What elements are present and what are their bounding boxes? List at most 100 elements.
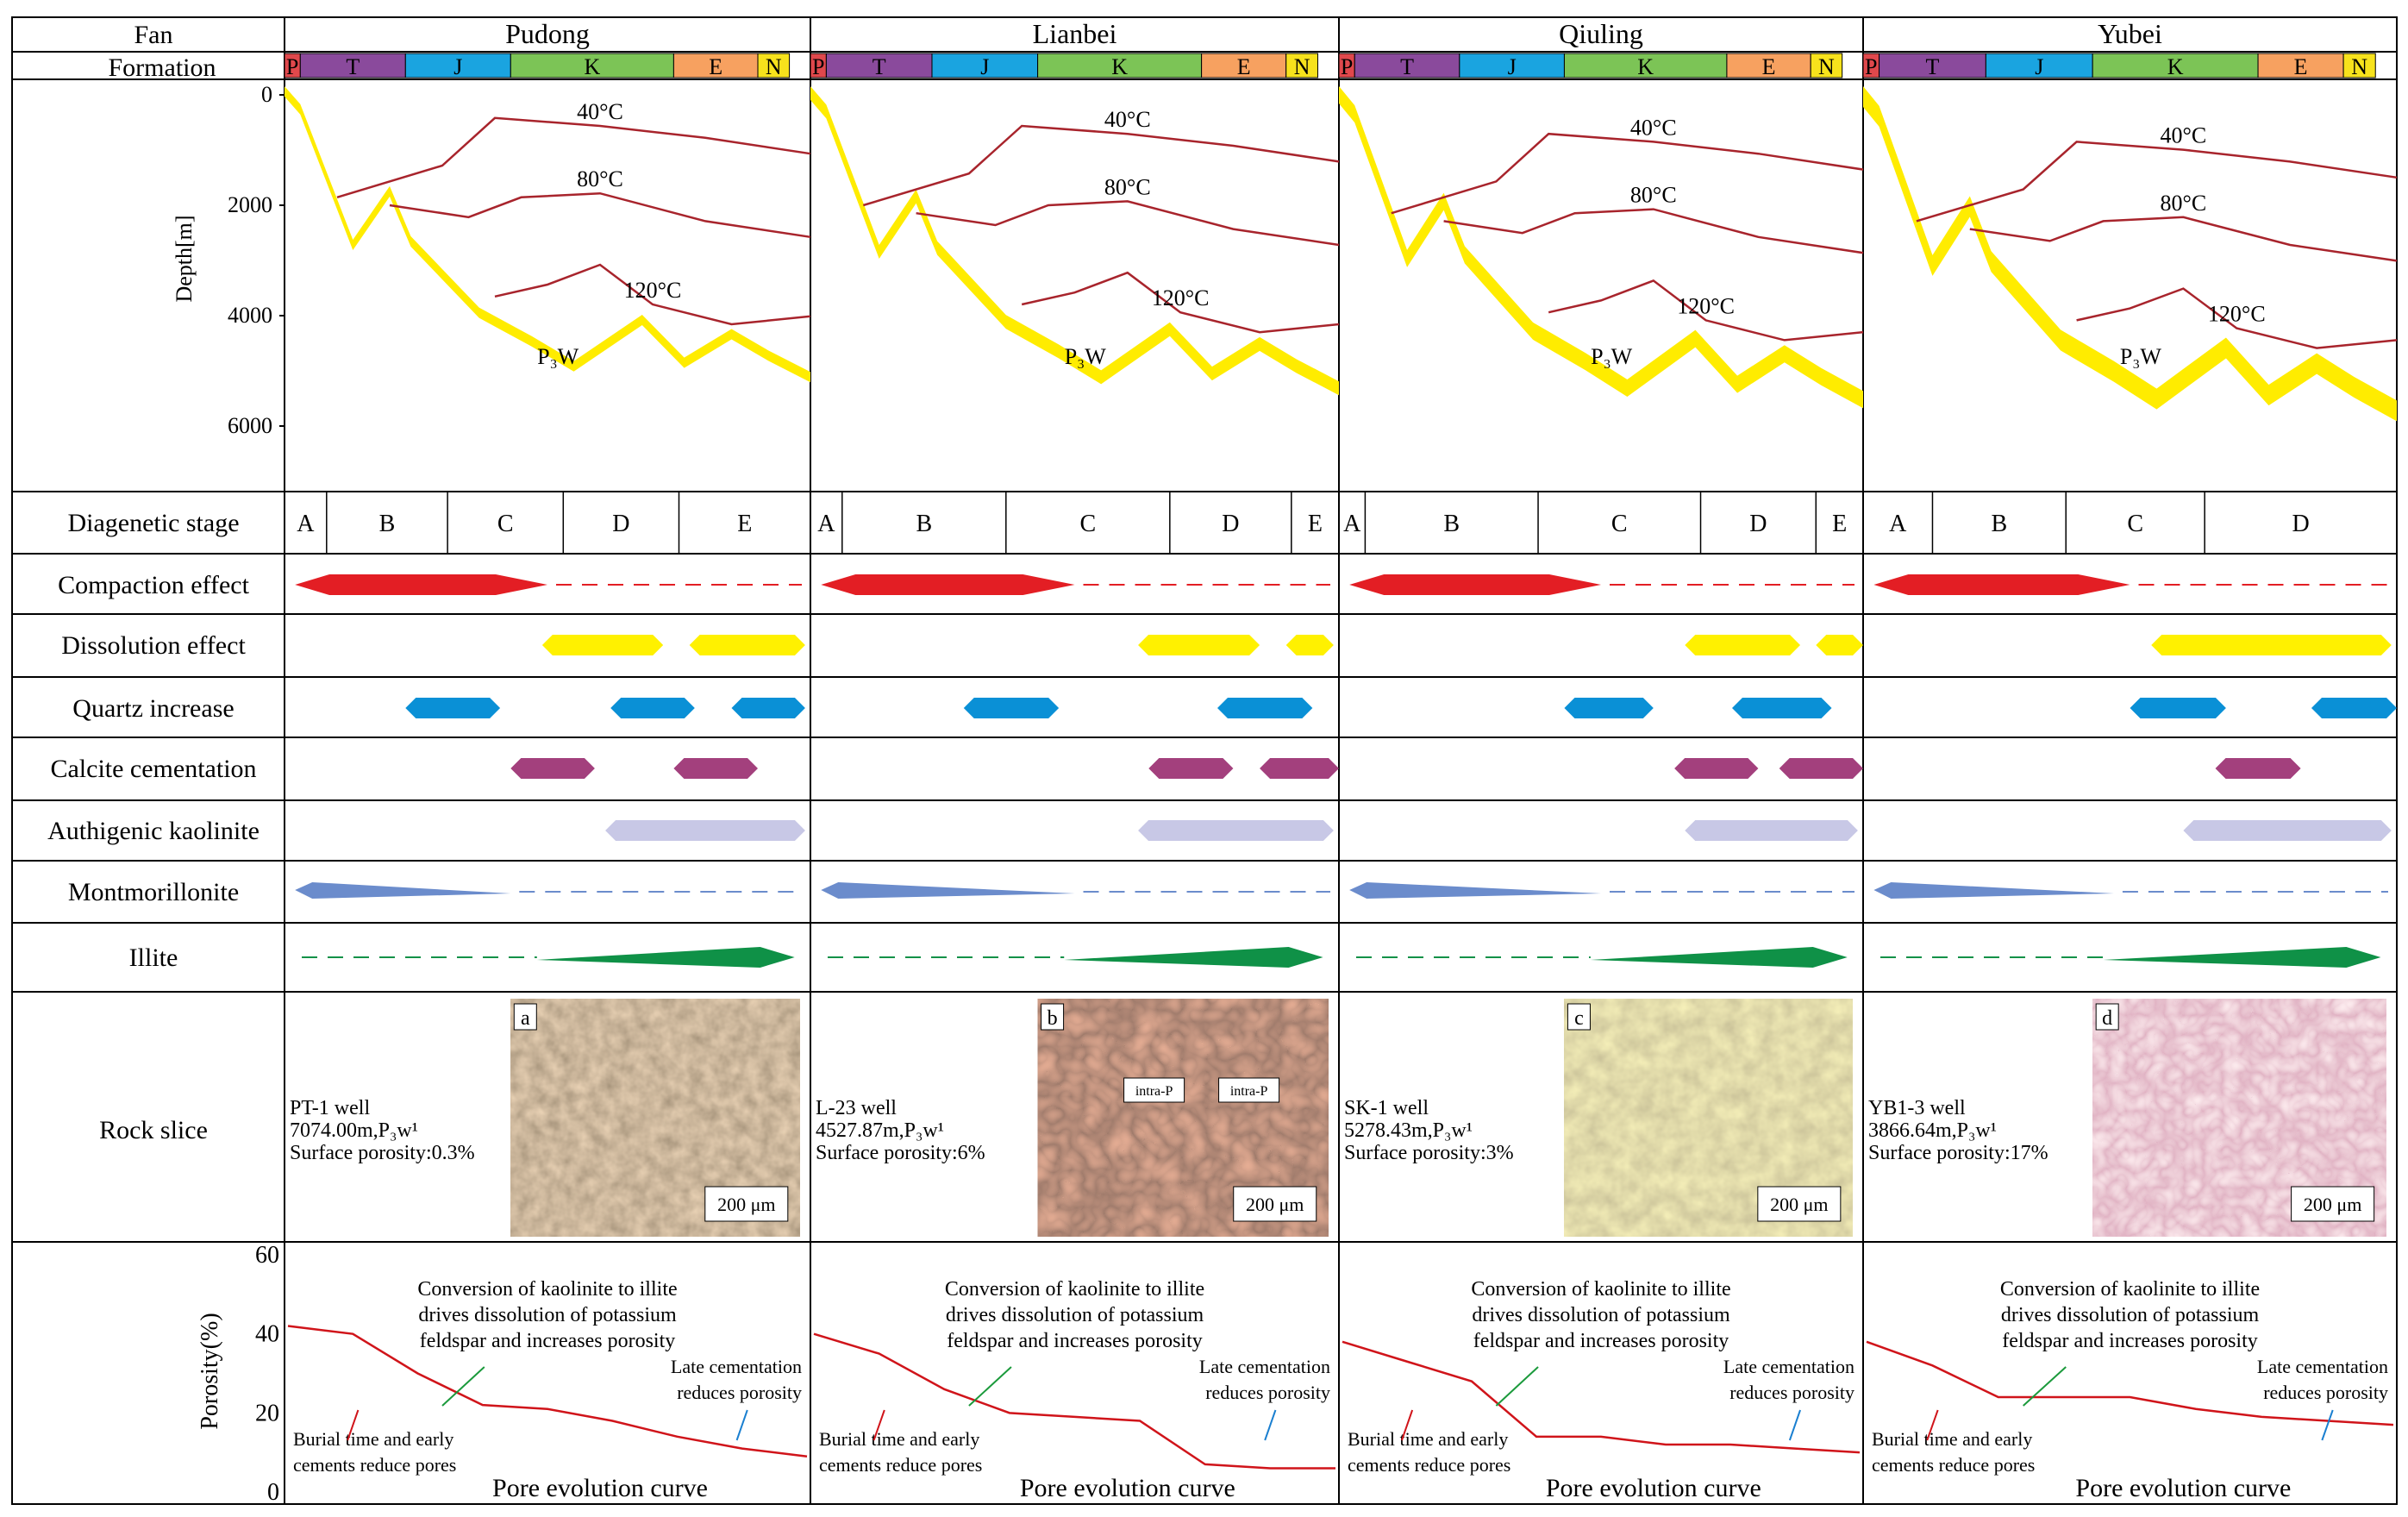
period-cell-E	[1726, 53, 1811, 78]
strat-label: P₃W	[1065, 344, 1107, 369]
pore-tag: intra-P	[1135, 1084, 1173, 1099]
process-bar	[673, 758, 758, 779]
curve-title: Pore evolution curve	[2075, 1474, 2291, 1502]
process-bar	[1590, 947, 1848, 968]
arrow-blue	[1788, 1409, 1801, 1441]
porosity-tick-label: 60	[255, 1242, 279, 1269]
isotherm-label: 40°C	[1104, 107, 1151, 132]
process-bar	[2215, 758, 2301, 779]
annotation-burial: Burial time and early	[293, 1428, 453, 1450]
isotherm-label: 80°C	[1630, 183, 1677, 208]
isotherm-line	[1021, 271, 1340, 334]
isotherm-line	[916, 200, 1340, 247]
strat-label: P₃W	[537, 344, 579, 369]
period-label: J	[453, 54, 462, 79]
depth-tick-label: 6000	[228, 413, 272, 438]
process-bar	[510, 758, 595, 779]
fan-name: Pudong	[505, 18, 590, 49]
annotation-late: Late cementation	[671, 1356, 802, 1377]
period-cell-K	[1037, 53, 1203, 78]
arrow-red	[873, 1409, 885, 1441]
isotherm-line	[389, 191, 811, 239]
process-bar	[1064, 947, 1323, 968]
stage-label-D: D	[1222, 511, 1239, 537]
period-label: K	[2167, 54, 2184, 79]
stage-label-C: C	[1611, 511, 1628, 537]
porosity-tick-label: 40	[255, 1321, 279, 1348]
period-label: P	[812, 54, 824, 79]
process-bar	[605, 820, 805, 841]
arrow-red	[1401, 1409, 1414, 1441]
process-bar	[541, 635, 664, 655]
fan-name: Qiuling	[1559, 18, 1643, 49]
annotation-conversion: Conversion of kaolinite to illite	[945, 1278, 1204, 1301]
isotherm-label: 120°C	[2208, 302, 2266, 327]
burial-curve-p3w	[810, 86, 1339, 396]
scale-label: 200 μm	[717, 1194, 775, 1215]
period-cell-E	[672, 53, 759, 78]
isotherm-line	[1391, 132, 1864, 215]
isotherm-line	[1443, 208, 1864, 254]
period-cell-E	[2257, 53, 2344, 78]
isotherm-label: 80°C	[2161, 191, 2207, 216]
period-label: E	[709, 54, 722, 79]
porosity-curve	[1342, 1340, 1861, 1454]
process-bar	[731, 698, 805, 718]
stage-label-D: D	[2292, 511, 2309, 537]
porosity-tick-label: 0	[267, 1479, 279, 1506]
arrow-red	[1926, 1409, 1939, 1441]
process-bar	[1674, 758, 1759, 779]
annotation-conversion: drives dissolution of potassium	[1472, 1304, 1730, 1326]
process-bar	[1217, 698, 1313, 718]
row-label: Diagenetic stage	[67, 509, 239, 537]
period-cell-N	[1810, 53, 1843, 78]
annotation-conversion: Conversion of kaolinite to illite	[1471, 1278, 1730, 1301]
scale-label: 200 μm	[1770, 1194, 1828, 1215]
depth-tick-label: 2000	[228, 192, 272, 217]
annotation-conversion: feldspar and increases porosity	[947, 1330, 1203, 1352]
stage-label-B: B	[1992, 511, 2008, 537]
burial-curve-p3w	[1863, 86, 2397, 422]
annotation-late: reduces porosity	[1205, 1382, 1330, 1403]
depth-tick-label: 0	[261, 82, 272, 107]
row-label: Montmorillonite	[68, 878, 239, 906]
row-label: Compaction effect	[58, 571, 250, 599]
process-bar	[1138, 820, 1334, 841]
pore-tag-box	[1123, 1077, 1185, 1103]
stage-label-E: E	[1832, 511, 1847, 537]
scale-box	[704, 1186, 789, 1222]
isotherm-line	[1916, 141, 2398, 223]
process-bar	[1779, 758, 1863, 779]
arrow-green	[2023, 1366, 2067, 1407]
scale-label: 200 μm	[2304, 1194, 2361, 1215]
slice-porosity: Surface porosity:6%	[816, 1142, 985, 1164]
process-bar	[2183, 820, 2392, 841]
process-bar	[821, 574, 1075, 595]
stage-label-D: D	[612, 511, 629, 537]
period-label: N	[766, 54, 782, 79]
arrow-blue	[2321, 1409, 2334, 1441]
process-bar	[2130, 698, 2226, 718]
annotation-conversion: drives dissolution of potassium	[418, 1304, 677, 1326]
slice-depth: 3866.64m,P₃w¹	[1868, 1119, 1997, 1142]
slice-depth: 7074.00m,P₃w¹	[290, 1119, 418, 1142]
annotation-burial: cements reduce pores	[1872, 1454, 2035, 1476]
fan-column-yubei: Yubei P T J K E N 40°C 80°C 120°C P₃W A B C D YB1-3 wel…	[1862, 18, 2398, 1502]
stage-label-D: D	[1749, 511, 1767, 537]
period-label: P	[1341, 54, 1353, 79]
row-label: Quartz increase	[72, 694, 234, 723]
porosity-curve	[813, 1332, 1335, 1470]
fan-name: Yubei	[2098, 18, 2162, 49]
slice-letter: c	[1574, 1007, 1584, 1030]
process-bar	[1873, 574, 2130, 595]
process-bar	[405, 698, 501, 718]
isotherm-line	[1969, 216, 2398, 262]
process-bar	[1732, 698, 1832, 718]
annotation-conversion: feldspar and increases porosity	[1473, 1330, 1729, 1352]
porosity-tick-label: 20	[255, 1400, 279, 1426]
row-label: Calcite cementation	[50, 755, 256, 783]
process-bar	[1349, 882, 1601, 899]
fan-column-qiuling: Qiuling P T J K E N 40°C 80°C 120°C P₃W A B C D E SK-1 w…	[1338, 18, 1864, 1502]
arrow-green	[968, 1366, 1012, 1407]
